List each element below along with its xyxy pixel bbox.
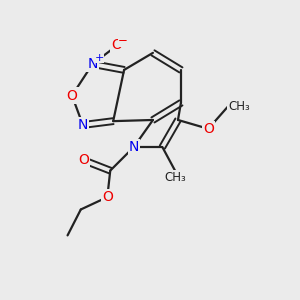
Text: N: N xyxy=(129,140,139,154)
Text: N: N xyxy=(78,118,88,132)
Text: O: O xyxy=(112,38,122,52)
Text: O: O xyxy=(102,190,113,204)
Text: N: N xyxy=(87,57,98,71)
Text: −: − xyxy=(118,34,128,47)
Text: O: O xyxy=(78,153,89,167)
Text: O: O xyxy=(67,88,77,103)
Text: CH₃: CH₃ xyxy=(228,100,250,113)
Text: O: O xyxy=(203,122,214,136)
Text: CH₃: CH₃ xyxy=(164,171,186,184)
Text: +: + xyxy=(94,53,104,63)
